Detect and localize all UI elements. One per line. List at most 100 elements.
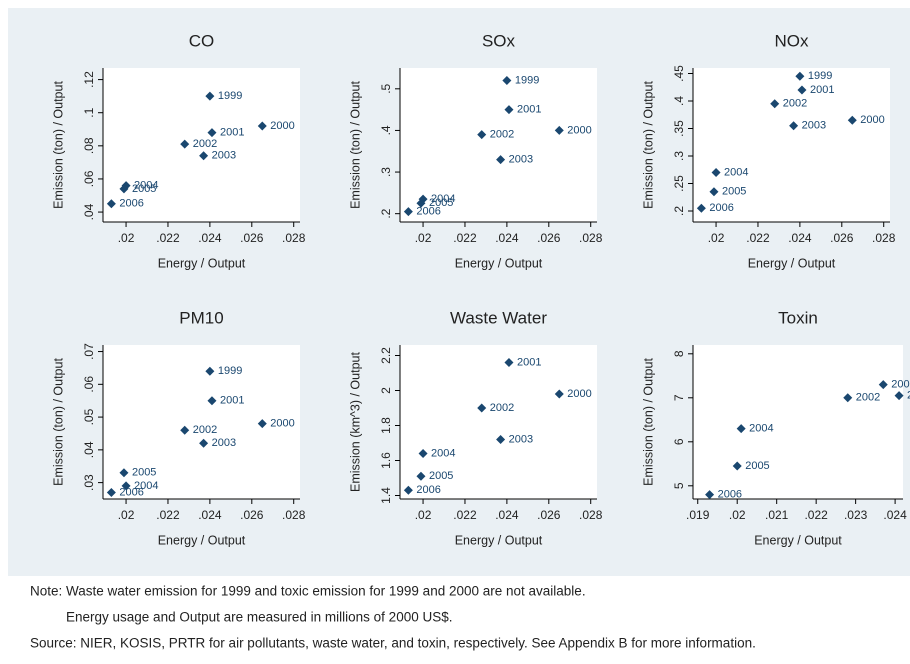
panel-title: SOx [482, 31, 516, 50]
point-label: 2004 [749, 423, 773, 435]
point [696, 203, 706, 213]
point [554, 125, 564, 135]
point [403, 485, 413, 495]
y-tick-label: .12 [82, 71, 96, 88]
point-label: 2004 [431, 193, 455, 205]
plot-area [103, 345, 300, 499]
point [106, 199, 116, 209]
point-label: 2003 [212, 150, 236, 162]
x-tick-label: .024 [198, 231, 222, 245]
point-label: 2003 [891, 379, 910, 391]
x-tick-label: .024 [883, 508, 907, 522]
point-label: 2001 [810, 84, 834, 96]
panel-title: CO [189, 31, 215, 50]
y-tick-label: .3 [379, 167, 393, 177]
y-tick-label: .2 [672, 206, 686, 216]
x-axis-label: Energy / Output [158, 256, 246, 270]
point [736, 424, 746, 434]
y-tick-label: .07 [82, 343, 96, 360]
point [199, 438, 209, 448]
point [711, 168, 721, 177]
x-tick-label: .022 [804, 508, 828, 522]
point [257, 419, 267, 429]
point-label: 2005 [132, 183, 156, 195]
point [403, 207, 413, 217]
y-tick-label: 8 [672, 350, 686, 357]
point-label: 2001 [907, 390, 910, 402]
point-label: 2002 [193, 138, 217, 150]
point [416, 471, 426, 481]
point [770, 99, 780, 109]
y-tick-label: .06 [82, 170, 96, 187]
y-tick-label: .35 [672, 120, 686, 137]
y-tick-label: .4 [379, 125, 393, 135]
point [789, 121, 799, 131]
point-label: 1999 [218, 365, 242, 377]
y-tick-label: 2.2 [379, 347, 393, 364]
x-axis-label: Energy / Output [158, 533, 246, 547]
x-tick-label: .024 [495, 508, 519, 522]
point-label: 2003 [509, 433, 533, 445]
y-tick-label: .3 [672, 151, 686, 161]
point-label: 2000 [270, 120, 294, 132]
point [180, 139, 190, 149]
y-tick-label: .04 [82, 203, 96, 220]
point-label: 2005 [745, 460, 769, 472]
point-label: 2006 [416, 206, 440, 218]
x-tick-label: .026 [537, 508, 561, 522]
point [504, 358, 514, 367]
point-label: 1999 [218, 90, 242, 102]
plot-area [400, 68, 597, 222]
point-label: 2000 [270, 418, 294, 430]
point-label: 2004 [134, 480, 158, 492]
y-tick-label: 1.6 [379, 452, 393, 469]
y-axis-label: Emission (ton) / Output [641, 81, 655, 209]
x-tick-label: .019 [686, 508, 710, 522]
point [554, 389, 564, 399]
y-axis-label: Emission (ton) / Output [51, 81, 65, 209]
x-tick-label: .022 [453, 508, 477, 522]
point-label: 2004 [724, 166, 748, 178]
point [504, 105, 514, 115]
x-tick-label: .02 [708, 231, 725, 245]
point-label: 2001 [517, 356, 541, 368]
point [732, 461, 742, 471]
point-label: 2001 [220, 126, 244, 138]
point [207, 396, 217, 406]
x-axis-label: Energy / Output [455, 256, 543, 270]
point [106, 487, 116, 497]
x-tick-label: .026 [537, 231, 561, 245]
y-axis-label: Emission (ton) / Output [641, 358, 655, 486]
x-tick-label: .028 [579, 231, 603, 245]
y-tick-label: .06 [82, 376, 96, 393]
x-tick-label: .022 [156, 508, 180, 522]
y-tick-label: 1.4 [379, 487, 393, 504]
note: Note: Waste water emission for 1999 and … [30, 584, 586, 599]
y-axis-label: Emission (ton) / Output [51, 358, 65, 486]
point-label: 2002 [490, 402, 514, 414]
y-tick-label: 5 [672, 482, 686, 489]
panel-title: Toxin [778, 308, 818, 327]
point-label: 2005 [429, 470, 453, 482]
panel-title: NOx [775, 31, 810, 50]
x-tick-label: .028 [282, 231, 306, 245]
point-label: 2006 [709, 202, 733, 214]
note: Energy usage and Output are measured in … [66, 610, 452, 625]
x-tick-label: .023 [844, 508, 868, 522]
point-label: 2002 [783, 98, 807, 110]
x-tick-label: .022 [156, 231, 180, 245]
point [496, 155, 506, 165]
x-tick-label: .026 [240, 508, 264, 522]
y-tick-label: .1 [82, 107, 96, 117]
y-axis-label: Emission (km^3) / Output [348, 352, 362, 492]
point [207, 128, 217, 138]
x-tick-label: .026 [830, 231, 854, 245]
note: Source: NIER, KOSIS, PRTR for air pollut… [30, 636, 756, 651]
point-label: 2002 [193, 424, 217, 436]
point [418, 449, 428, 458]
point-label: 2000 [567, 388, 591, 400]
point-label: 2006 [416, 484, 440, 496]
x-tick-label: .02 [118, 508, 135, 522]
point [119, 184, 129, 194]
y-tick-label: .2 [379, 208, 393, 218]
